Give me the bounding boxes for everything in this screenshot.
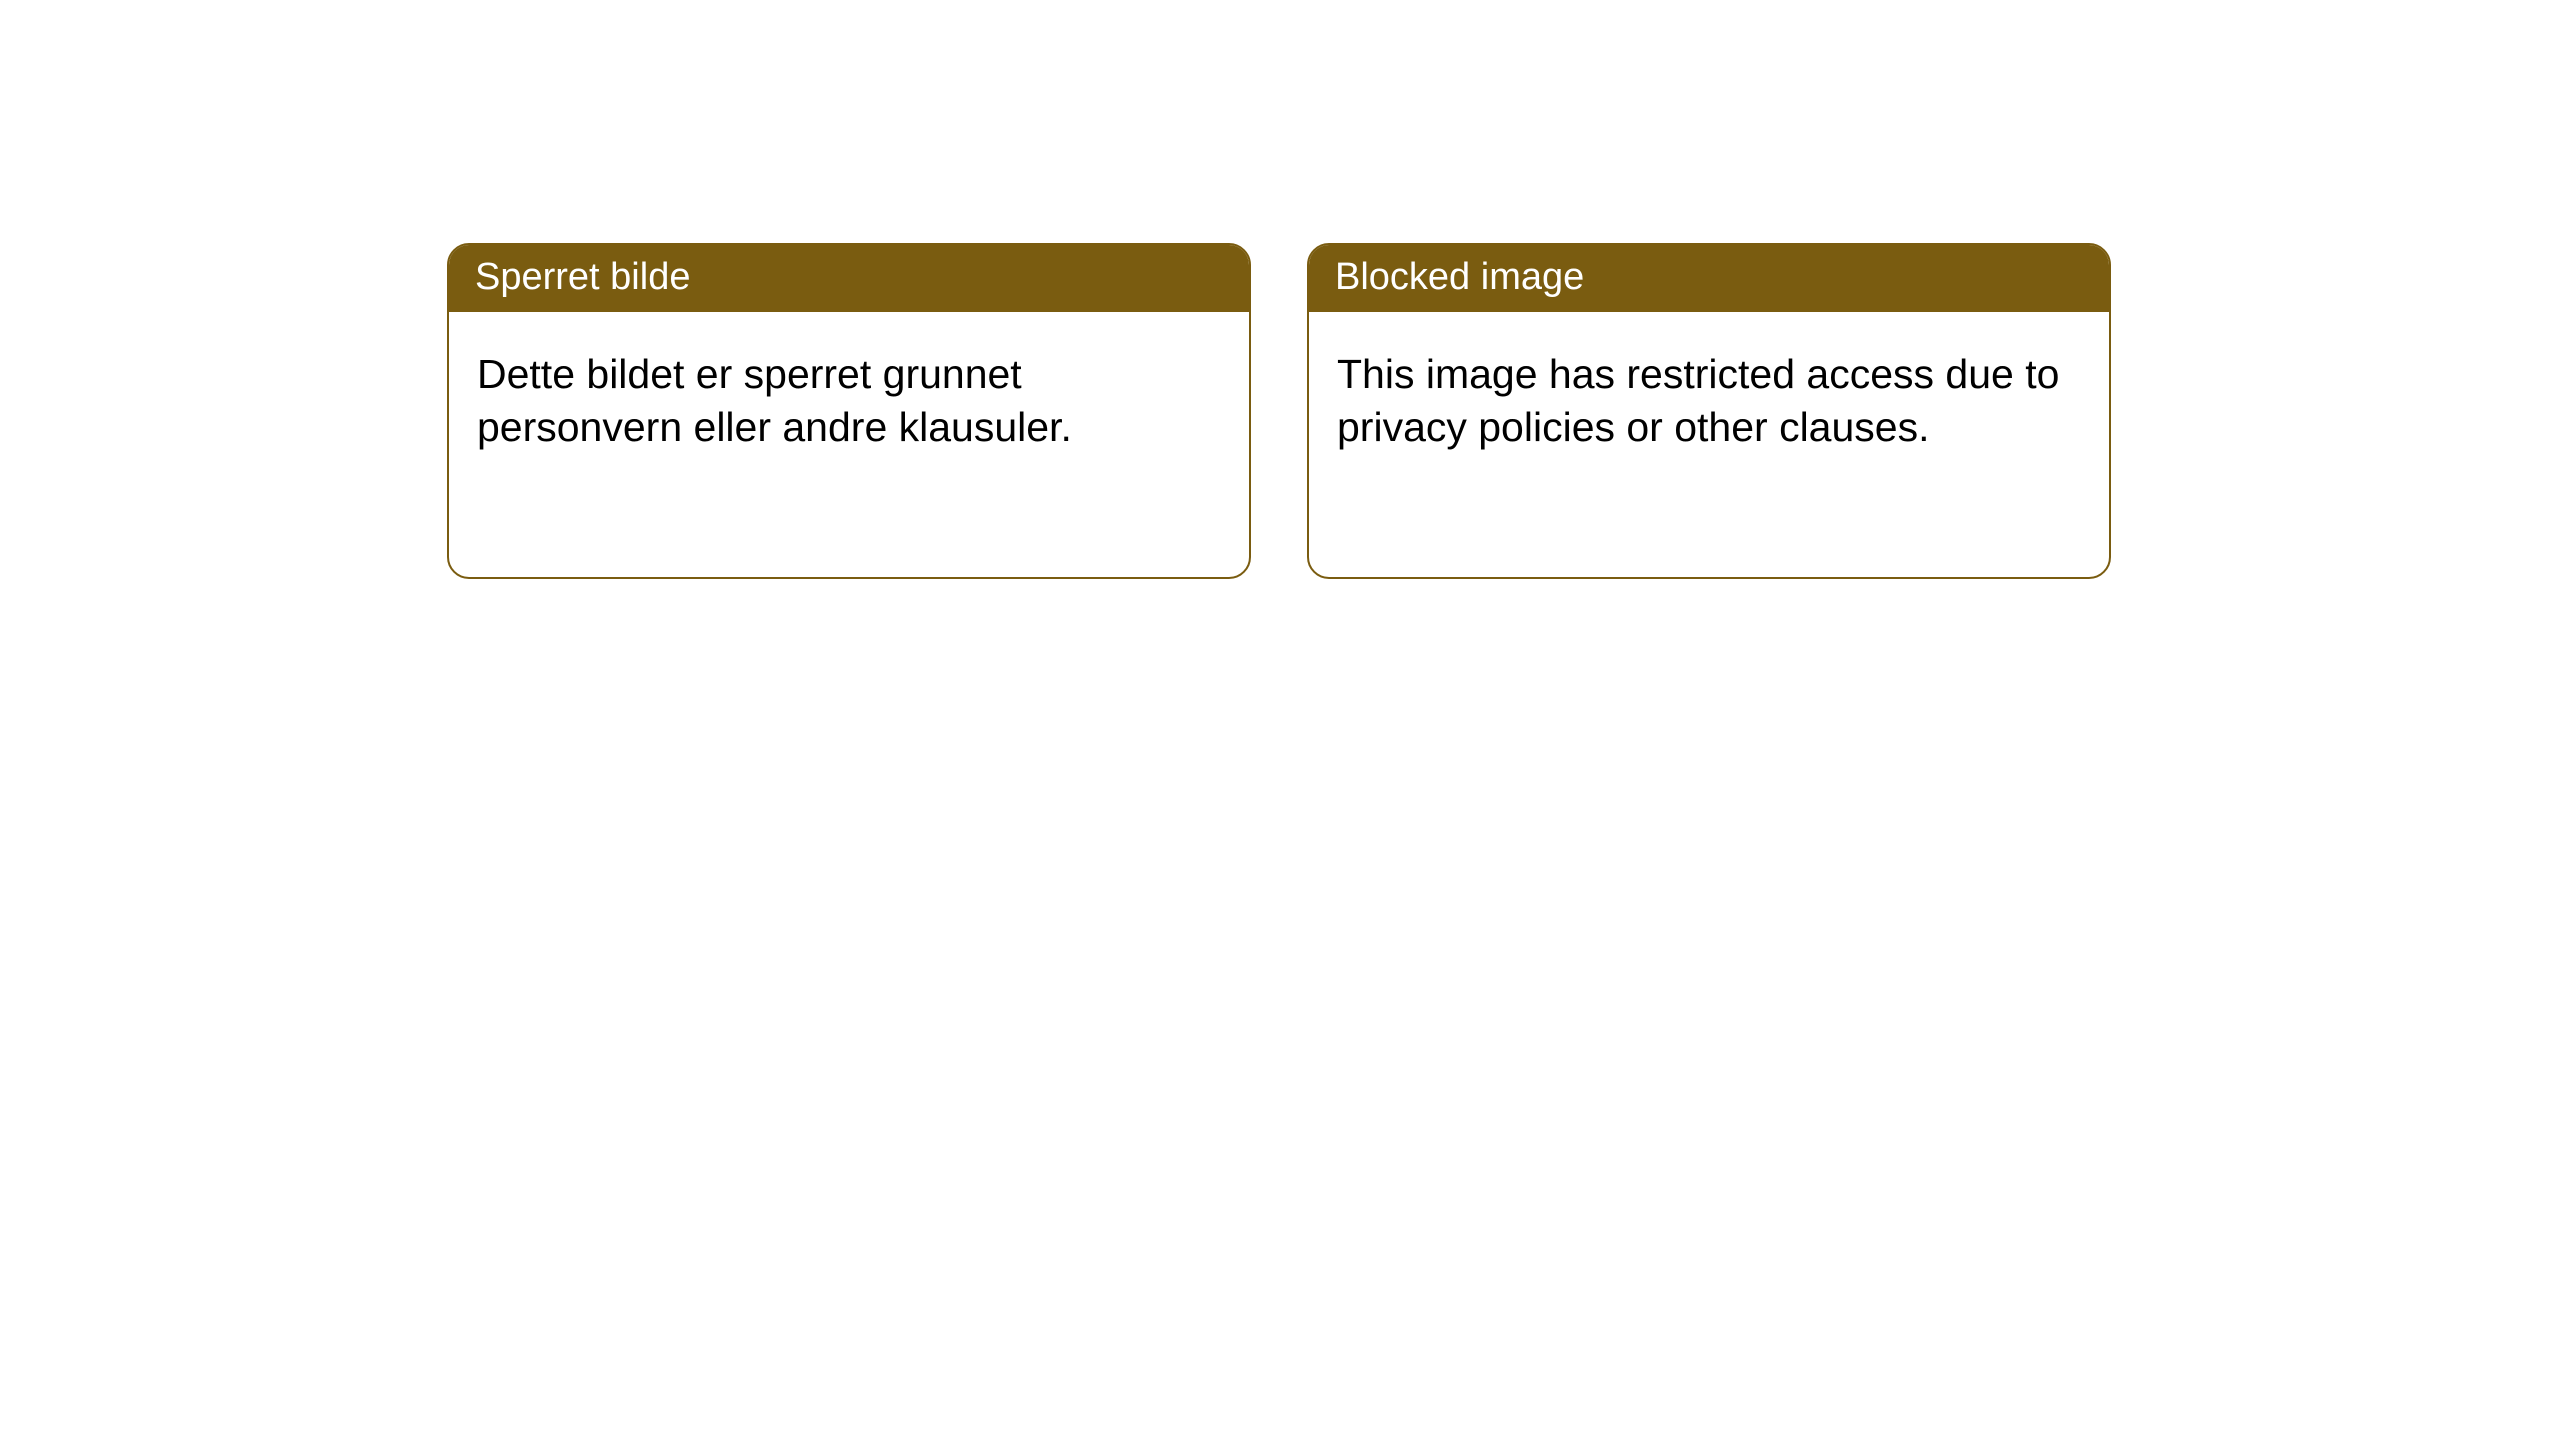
- notice-body: This image has restricted access due to …: [1309, 312, 2109, 477]
- notice-body: Dette bildet er sperret grunnet personve…: [449, 312, 1249, 477]
- notice-card-english: Blocked image This image has restricted …: [1307, 243, 2111, 579]
- notice-header: Blocked image: [1309, 245, 2109, 312]
- notice-header: Sperret bilde: [449, 245, 1249, 312]
- notice-card-norwegian: Sperret bilde Dette bildet er sperret gr…: [447, 243, 1251, 579]
- notice-container: Sperret bilde Dette bildet er sperret gr…: [0, 0, 2560, 579]
